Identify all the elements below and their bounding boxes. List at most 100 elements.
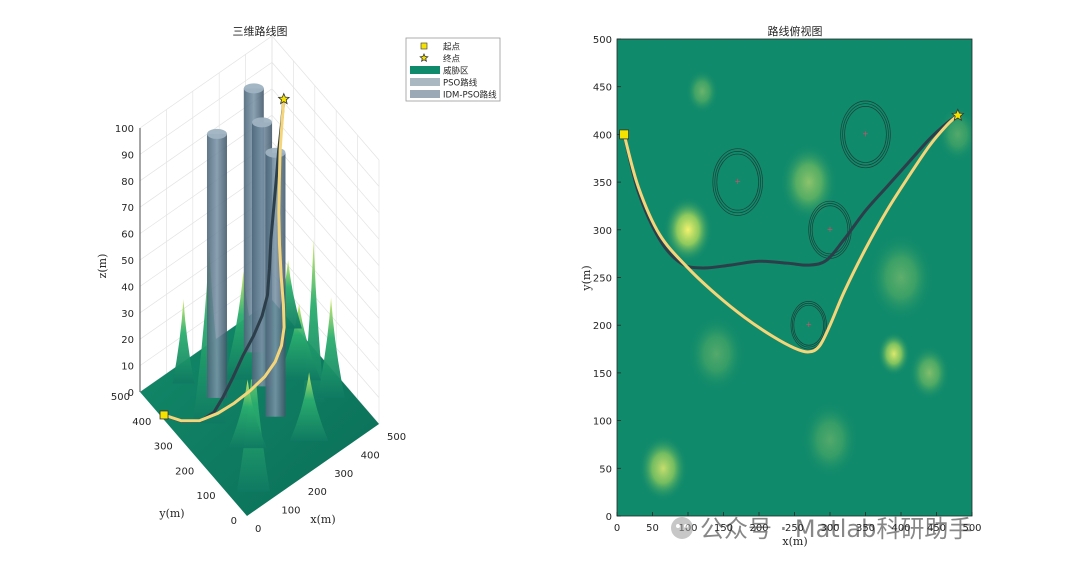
- watermark: 公众号 · Matlab科研助手: [671, 515, 972, 543]
- chart3d-grid: [139, 35, 380, 425]
- topview-xtick-5: 250: [785, 523, 804, 534]
- chart3d-xlabel: x(m): [310, 513, 335, 526]
- chart3d-paths: [159, 92, 291, 423]
- terrain-peak-5: [172, 299, 195, 384]
- topview-ylabel: y(m): [580, 265, 593, 291]
- topview-paths: [622, 113, 960, 354]
- topview-path-1: [622, 113, 960, 354]
- chart3d-ytick-5: 500: [111, 392, 130, 403]
- chart3d-ztick-3: 30: [121, 309, 134, 320]
- topview-xtick-0: 0: [614, 523, 620, 534]
- topview-xtick-3: 150: [714, 523, 733, 534]
- topview-path-0: [622, 113, 960, 270]
- chart3d-title: 三维路线图: [233, 24, 288, 38]
- legend-label-3: PSO路线: [443, 78, 478, 89]
- topview-ytick-2: 100: [593, 417, 612, 428]
- hill-7: [687, 315, 745, 393]
- topview-xtick-7: 350: [856, 523, 875, 534]
- topview-ytick-4: 200: [593, 321, 612, 332]
- threat-center-1: +: [862, 129, 869, 138]
- threat-zone-3: +: [790, 301, 827, 350]
- threat-cylinder-0: [206, 128, 227, 398]
- topview-xtick-10: 500: [962, 523, 981, 534]
- chart3d-ztick-5: 50: [121, 256, 134, 267]
- hill-4: [780, 143, 838, 221]
- chart3d-xtick-0: 0: [255, 524, 261, 535]
- threat-zone-1: +: [840, 100, 891, 169]
- chart3d-xtick-5: 500: [387, 432, 406, 443]
- chart3d-ytick-0: 0: [231, 516, 237, 527]
- threat-center-0: +: [734, 177, 741, 186]
- chart3d-ztick-2: 20: [121, 335, 134, 346]
- chart3d-ztick-10: 100: [115, 124, 134, 135]
- topview-ytick-1: 50: [599, 464, 612, 475]
- wechat-icon: [671, 517, 693, 539]
- chart3d-xtick-4: 400: [361, 450, 380, 461]
- chart3d-end-marker: [277, 92, 291, 105]
- hill-5: [685, 69, 719, 114]
- legend-star-icon: [419, 53, 429, 63]
- hill-9: [937, 106, 972, 162]
- hill-8: [801, 401, 859, 479]
- terrain-peak-8: [289, 372, 329, 441]
- terrain-peak-7: [228, 379, 267, 449]
- topview-hills: [638, 69, 972, 502]
- chart3d-ytick-3: 300: [154, 442, 173, 453]
- legend-item-4: IDM-PSO路线: [410, 90, 497, 101]
- topview-ytick-10: 500: [593, 35, 612, 46]
- topview-xtick-8: 400: [891, 523, 910, 534]
- topview-ytick-3: 150: [593, 369, 612, 380]
- hill-1: [638, 435, 688, 502]
- topview-threat-circles: + + + +: [712, 100, 891, 350]
- chart3d-ytick-4: 400: [132, 417, 151, 428]
- chart3d-xtick-3: 300: [334, 469, 353, 480]
- topview-xlabel: x(m): [782, 535, 807, 548]
- topview-ticks: 0501001502002503003504004505000501001502…: [593, 35, 982, 534]
- chart3d-ytick-2: 200: [175, 466, 194, 477]
- terrain-peak-3: [317, 297, 345, 398]
- legend-label-2: 威胁区: [443, 66, 469, 77]
- chart3d-ztick-0: 0: [128, 388, 134, 399]
- chart3d-ztick-7: 70: [121, 203, 134, 214]
- hill-2: [877, 331, 911, 376]
- threat-center-2: +: [827, 225, 834, 234]
- topview-ytick-5: 250: [593, 274, 612, 285]
- chart-3d: 三维路线图 0 10 20 30 40 50 60 70 80 90 100 0 100 200 300 40…: [96, 24, 501, 535]
- topview-ytick-6: 300: [593, 226, 612, 237]
- legend-label-1: 终点: [443, 54, 461, 65]
- topview-xtick-1: 50: [646, 523, 659, 534]
- watermark-text: 公众号 · Matlab科研助手: [700, 515, 972, 543]
- terrain-peak-6: [277, 303, 322, 381]
- surface-floor: [140, 300, 379, 516]
- topview-ytick-7: 350: [593, 178, 612, 189]
- legend-label-0: 起点: [443, 43, 461, 53]
- chart3d-ztick-8: 80: [121, 177, 134, 188]
- topview-markers: [619, 108, 965, 140]
- chart-top-view: 路线俯视图 + + + + 0 50 100 150 200 250 300 350 400 450 50…: [580, 24, 982, 548]
- chart3d-ylabel: y(m): [158, 507, 184, 520]
- topview-xtick-6: 300: [820, 523, 839, 534]
- legend-label-4: IDM-PSO路线: [443, 90, 497, 101]
- hill-0: [663, 196, 713, 263]
- chart3d-ytick-1: 100: [197, 491, 216, 502]
- topview-end-marker: [951, 108, 965, 122]
- topview-ytick-0: 0: [606, 512, 612, 523]
- legend-item-2: 威胁区: [410, 66, 469, 77]
- chart3d-xtick-2: 200: [308, 487, 327, 498]
- chart3d-ztick-9: 90: [121, 150, 134, 161]
- topview-ytick-9: 450: [593, 83, 612, 94]
- chart3d-ticks: 0102030405060708090100010020030040050001…: [111, 124, 406, 535]
- chart3d-xtick-1: 100: [281, 506, 300, 517]
- chart3d-ztick-4: 40: [121, 282, 134, 293]
- legend-item-3: PSO路线: [410, 78, 478, 89]
- topview-ytick-8: 400: [593, 130, 612, 141]
- threat-zone-0: +: [712, 148, 763, 216]
- hill-6: [868, 233, 934, 322]
- chart3d-zlabel: z(m): [96, 254, 109, 279]
- legend-item-1: 终点: [419, 53, 461, 65]
- topview-title: 路线俯视图: [768, 24, 823, 38]
- threat-center-3: +: [805, 320, 812, 329]
- hill-3: [908, 345, 950, 401]
